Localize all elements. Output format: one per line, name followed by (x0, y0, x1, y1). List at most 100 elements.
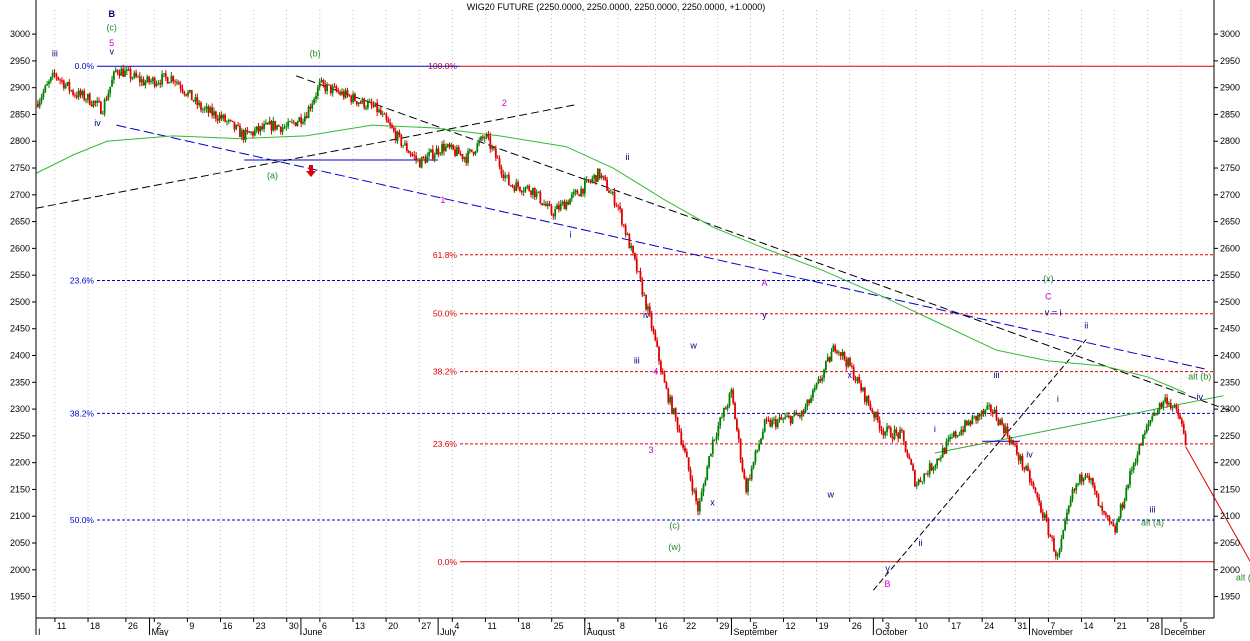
y-tick-label-left: 2200 (10, 458, 30, 468)
y-tick-label-left: 2650 (10, 217, 30, 227)
y-tick-label-right: 2150 (1220, 484, 1240, 494)
wave-label: w (689, 341, 697, 351)
x-tick-label: 26 (852, 621, 862, 631)
month-label: I (38, 627, 41, 636)
fib-label-red: 38.2% (433, 367, 458, 377)
wave-label: iv (94, 118, 101, 128)
trendline-green (934, 395, 1224, 454)
x-tick-label: 23 (256, 621, 266, 631)
wave-label: ii (919, 538, 923, 548)
x-tick-label: 31 (1017, 621, 1027, 631)
wave-label: alt (a) (1141, 517, 1164, 527)
y-tick-label-right: 2850 (1220, 109, 1240, 119)
y-tick-label-left: 2350 (10, 377, 30, 387)
x-tick-label: 28 (1150, 621, 1160, 631)
x-tick-label: 8 (620, 621, 625, 631)
y-tick-label-right: 2450 (1220, 324, 1240, 334)
wave-label: (w) (668, 542, 681, 552)
wave-label: ii (1084, 321, 1088, 331)
month-label: May (152, 627, 170, 636)
month-label: November (1031, 627, 1073, 636)
fib-label-red: 23.6% (433, 439, 458, 449)
wave-label: A (762, 278, 768, 288)
forecast-line (1185, 446, 1250, 563)
wave-label: alt (b) (1188, 372, 1211, 382)
x-tick-label: 20 (388, 621, 398, 631)
x-tick-label: 16 (658, 621, 668, 631)
y-tick-label-right: 1950 (1220, 592, 1240, 602)
wave-label: 4 (653, 366, 658, 376)
wave-label: x (847, 370, 852, 380)
wave-label: (c) (669, 521, 680, 531)
x-tick-label: 12 (785, 621, 795, 631)
month-label: June (303, 627, 323, 636)
fib-label-red: 0.0% (438, 557, 458, 567)
wave-label: B (108, 9, 115, 19)
y-tick-label-left: 2850 (10, 109, 30, 119)
y-tick-label-left: 2300 (10, 404, 30, 414)
x-tick-label: 7 (1050, 621, 1055, 631)
wave-label: v = i (1045, 307, 1062, 317)
y-tick-label-right: 2250 (1220, 431, 1240, 441)
x-tick-label: 4 (454, 621, 459, 631)
y-tick-label-left: 2500 (10, 297, 30, 307)
month-label: August (587, 627, 616, 636)
wave-label: iii (634, 356, 640, 366)
wave-label: w (827, 489, 835, 499)
wave-label: 2 (502, 98, 507, 108)
fib-label-blue: 23.6% (70, 276, 95, 286)
fib-label-red: 50.0% (433, 309, 458, 319)
wave-label: i (934, 424, 936, 434)
x-tick-label: 26 (128, 621, 138, 631)
x-tick-label: 11 (487, 621, 496, 631)
trendlines (35, 75, 1250, 591)
wave-label: iii (1149, 504, 1155, 514)
y-tick-label-left: 2750 (10, 163, 30, 173)
fib-label-blue: 50.0% (70, 515, 95, 525)
x-tick-label: 29 (719, 621, 729, 631)
month-label: July (440, 627, 457, 636)
y-tick-label-left: 3000 (10, 29, 30, 39)
x-tick-label: 22 (686, 621, 696, 631)
y-tick-label-left: 2800 (10, 136, 30, 146)
x-tick-label: 5 (1183, 621, 1188, 631)
x-tick-label: 10 (918, 621, 928, 631)
wave-label: y (885, 563, 890, 573)
y-tick-label-left: 2900 (10, 83, 30, 93)
wave-label: B (885, 579, 891, 589)
y-tick-label-left: 2000 (10, 565, 30, 575)
month-label: December (1164, 627, 1206, 636)
wave-label: iv (1197, 392, 1204, 402)
x-tick-label: 18 (90, 621, 100, 631)
down-arrow-icon (306, 165, 316, 177)
y-tick-label-right: 2550 (1220, 270, 1240, 280)
fib-label-red: 61.8% (433, 250, 458, 260)
y-tick-label-left: 2050 (10, 538, 30, 548)
wave-label: iii (52, 49, 58, 59)
wave-label: (x) (1043, 274, 1054, 284)
y-tick-label-right: 2100 (1220, 511, 1240, 521)
chart-title: WIG20 FUTURE (2250.0000, 2250.0000, 2250… (467, 2, 765, 12)
y-tick-label-left: 2400 (10, 351, 30, 361)
wave-label: i (570, 230, 572, 240)
y-tick-label-right: 2000 (1220, 565, 1240, 575)
wave-label: iii (993, 370, 999, 380)
price-candles (36, 64, 1187, 561)
moving-average (35, 124, 1186, 394)
y-tick-label-right: 2350 (1220, 377, 1240, 387)
y-tick-label-left: 2950 (10, 56, 30, 66)
x-tick-label: 14 (1084, 621, 1094, 631)
y-tick-label-right: 2700 (1220, 190, 1240, 200)
y-tick-label-right: 3000 (1220, 29, 1240, 39)
x-tick-label: 25 (554, 621, 564, 631)
y-tick-label-left: 2150 (10, 484, 30, 494)
fibonacci-levels: 100.0%61.8%50.0%38.2%23.6%0.0%0.0%23.6%3… (70, 61, 1214, 567)
x-tick-label: 2 (156, 621, 161, 631)
x-tick-label: 27 (421, 621, 431, 631)
y-tick-label-right: 2600 (1220, 243, 1240, 253)
fib-label-blue: 38.2% (70, 408, 95, 418)
y-tick-label-right: 2300 (1220, 404, 1240, 414)
y-tick-label-left: 2600 (10, 243, 30, 253)
